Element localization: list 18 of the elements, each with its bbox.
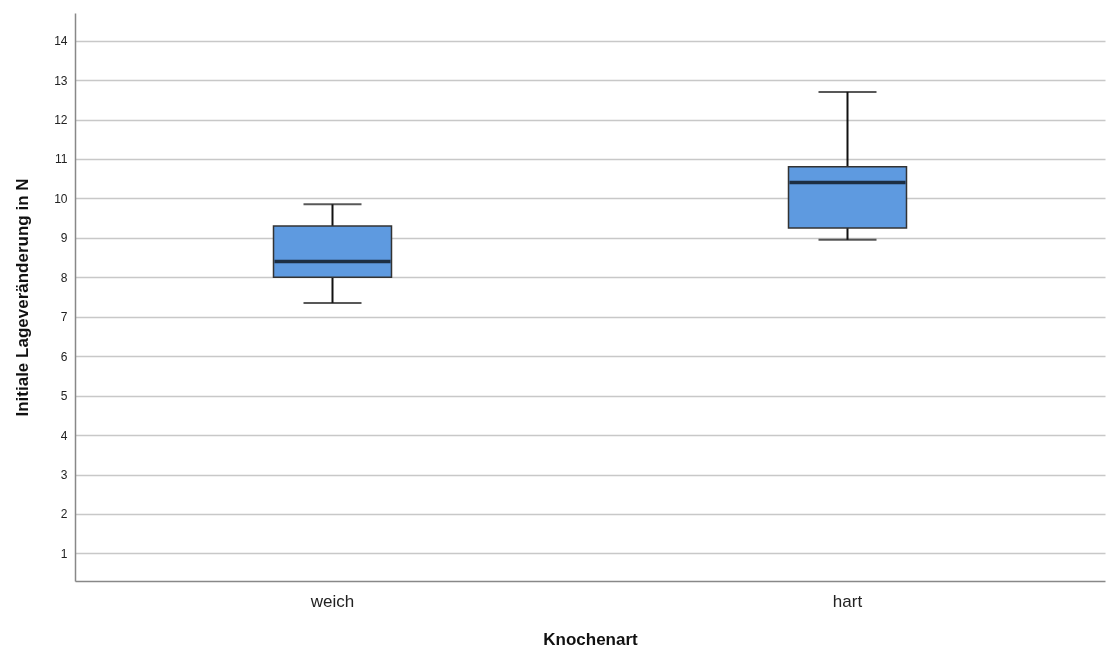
y-tick-label: 7 [60,310,68,325]
y-tick-label: 12 [54,113,68,127]
y-tick-label: 3 [60,468,68,482]
y-tick-label: 5 [60,389,68,404]
x-axis-title: Knochenart [543,629,639,649]
y-tick-label: 11 [55,152,68,167]
y-tick-label: 4 [60,428,68,443]
y-tick-label: 10 [54,191,68,206]
y-tick-label: 8 [60,270,68,285]
y-tick-label: 2 [60,507,68,522]
x-tick-label: hart [832,591,863,611]
x-tick-label: weich [309,591,355,611]
y-tick-label: 14 [54,34,68,49]
y-axis-title: Initiale Lageveränderung in N [13,178,33,417]
y-tick-label: 9 [60,231,68,246]
y-tick-label: 6 [60,349,68,364]
y-tick-label: 13 [54,73,68,88]
y-tick-label: 1 [60,546,68,561]
